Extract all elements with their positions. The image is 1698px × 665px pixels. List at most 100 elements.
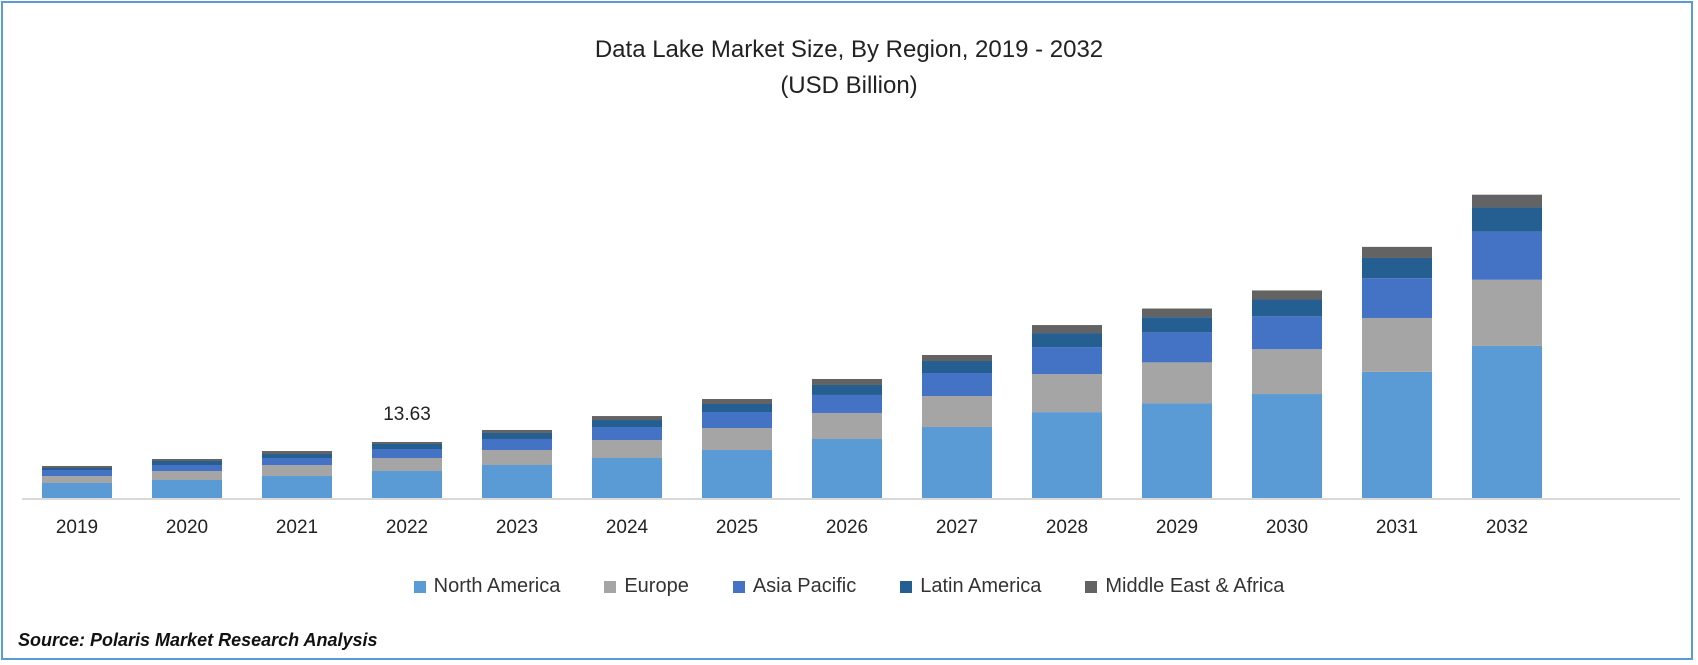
legend-label: Asia Pacific: [752, 575, 857, 597]
bar-segment-middle-east-africa-2024: [592, 416, 662, 421]
x-tick-label: 2026: [826, 517, 868, 538]
bar-segment-latin-america-2026: [812, 384, 882, 395]
bar-segment-asia-pacific-2030: [1252, 316, 1322, 350]
bar-segment-europe-2028: [1032, 374, 1102, 413]
legend-label: North America: [433, 575, 561, 597]
legend-item: Europe: [604, 575, 689, 598]
x-tick-label: 2031: [1376, 517, 1418, 538]
bar-segment-asia-pacific-2027: [922, 373, 992, 397]
bar-segment-europe-2025: [702, 428, 772, 450]
x-tick-label: 2019: [56, 517, 98, 538]
bar-segment-middle-east-africa-2032: [1472, 194, 1542, 208]
bar-segment-asia-pacific-2019: [42, 470, 112, 477]
bar-segment-middle-east-africa-2027: [922, 355, 992, 362]
bar-segment-asia-pacific-2024: [592, 427, 662, 441]
bar-segment-asia-pacific-2021: [262, 458, 332, 465]
bar-segment-asia-pacific-2023: [482, 438, 552, 450]
bar-segment-north-america-2028: [1032, 412, 1102, 498]
bar-segment-north-america-2029: [1142, 403, 1212, 498]
bar-segment-middle-east-africa-2026: [812, 378, 882, 385]
bar-segment-latin-america-2022: [372, 443, 442, 450]
bar-segment-latin-america-2028: [1032, 333, 1102, 348]
bar-segment-middle-east-africa-2021: [262, 451, 332, 455]
bar-segment-north-america-2019: [42, 482, 112, 498]
bar-segment-north-america-2030: [1252, 394, 1322, 498]
bar-segment-north-america-2021: [262, 476, 332, 498]
chart-subtitle: (USD Billion): [780, 72, 918, 99]
bar-segment-north-america-2027: [922, 427, 992, 498]
bar-segment-europe-2020: [152, 470, 222, 480]
bar-segment-middle-east-africa-2028: [1032, 325, 1102, 334]
bar-segment-north-america-2026: [812, 438, 882, 498]
legend-label: Middle East & Africa: [1105, 575, 1285, 597]
x-tick-label: 2023: [496, 517, 538, 538]
bar-segment-europe-2021: [262, 464, 332, 477]
bar-segment-europe-2030: [1252, 349, 1322, 395]
bar-segment-middle-east-africa-2020: [152, 458, 222, 462]
legend-swatch: [604, 580, 617, 593]
x-tick-label: 2032: [1486, 517, 1528, 538]
bar-segment-latin-america-2023: [482, 432, 552, 439]
bar-segment-asia-pacific-2025: [702, 412, 772, 429]
bar-segment-latin-america-2021: [262, 454, 332, 459]
bar-segment-europe-2031: [1362, 317, 1432, 372]
bar-segment-middle-east-africa-2031: [1362, 246, 1432, 258]
bar-segment-europe-2024: [592, 440, 662, 459]
x-tick-label: 2021: [276, 517, 318, 538]
legend-item: North America: [413, 575, 561, 598]
bar-segment-latin-america-2025: [702, 404, 772, 413]
bar-segment-middle-east-africa-2030: [1252, 290, 1322, 300]
bar-segment-north-america-2023: [482, 464, 552, 498]
bar-segment-asia-pacific-2029: [1142, 332, 1212, 363]
bar-segment-europe-2027: [922, 396, 992, 428]
legend: North America Europe Asia Pacific Latin Ame…: [0, 575, 1698, 598]
legend-label: Europe: [624, 575, 689, 597]
x-tick-label: 2024: [606, 517, 649, 538]
x-tick-label: 2022: [386, 517, 428, 538]
bar-segment-latin-america-2020: [152, 461, 222, 465]
bar-segment-latin-america-2031: [1362, 257, 1432, 279]
bar-segment-latin-america-2029: [1142, 317, 1212, 333]
bar-segment-europe-2032: [1472, 279, 1542, 346]
bar-segment-asia-pacific-2026: [812, 394, 882, 413]
legend-label: Latin America: [920, 575, 1042, 597]
legend-item: Middle East & Africa: [1085, 575, 1284, 598]
bar-segment-asia-pacific-2020: [152, 464, 222, 471]
bar-segment-latin-america-2032: [1472, 207, 1542, 232]
legend-swatch: [1085, 580, 1098, 593]
x-tick-label: 2029: [1156, 517, 1198, 538]
chart-title: Data Lake Market Size, By Region, 2019 -…: [594, 36, 1104, 63]
bar-segment-middle-east-africa-2023: [482, 429, 552, 433]
bar-segment-middle-east-africa-2022: [372, 441, 442, 444]
bar-segment-north-america-2032: [1472, 345, 1542, 498]
data-label: 13.63: [383, 404, 431, 425]
bar-segment-north-america-2031: [1362, 371, 1432, 498]
bar-segment-north-america-2022: [372, 470, 442, 498]
x-tick-label: 2028: [1046, 517, 1088, 538]
bar-segment-asia-pacific-2022: [372, 449, 442, 459]
legend-swatch: [900, 580, 913, 593]
bar-segment-latin-america-2027: [922, 361, 992, 374]
bar-segment-europe-2029: [1142, 362, 1212, 404]
bar-segment-middle-east-africa-2019: [42, 465, 112, 468]
bar-segment-north-america-2020: [152, 479, 222, 498]
x-tick-label: 2020: [166, 517, 208, 538]
bar-segment-latin-america-2019: [42, 467, 112, 471]
x-tick-label: 2025: [716, 517, 758, 538]
bar-segment-north-america-2024: [592, 458, 662, 498]
bar-segment-middle-east-africa-2029: [1142, 308, 1212, 318]
x-tick-label: 2030: [1266, 517, 1308, 538]
bar-segment-latin-america-2024: [592, 420, 662, 428]
bar-segment-asia-pacific-2032: [1472, 231, 1542, 280]
x-tick-label: 2027: [936, 517, 978, 538]
legend-swatch: [413, 580, 426, 593]
source-note: Source: Polaris Market Research Analysis: [18, 630, 378, 650]
legend-swatch: [732, 580, 745, 593]
bar-segment-europe-2019: [42, 476, 112, 483]
bar-segment-latin-america-2030: [1252, 299, 1322, 317]
bar-segment-europe-2026: [812, 412, 882, 439]
bar-segment-asia-pacific-2028: [1032, 347, 1102, 375]
bar-segment-europe-2022: [372, 458, 442, 471]
